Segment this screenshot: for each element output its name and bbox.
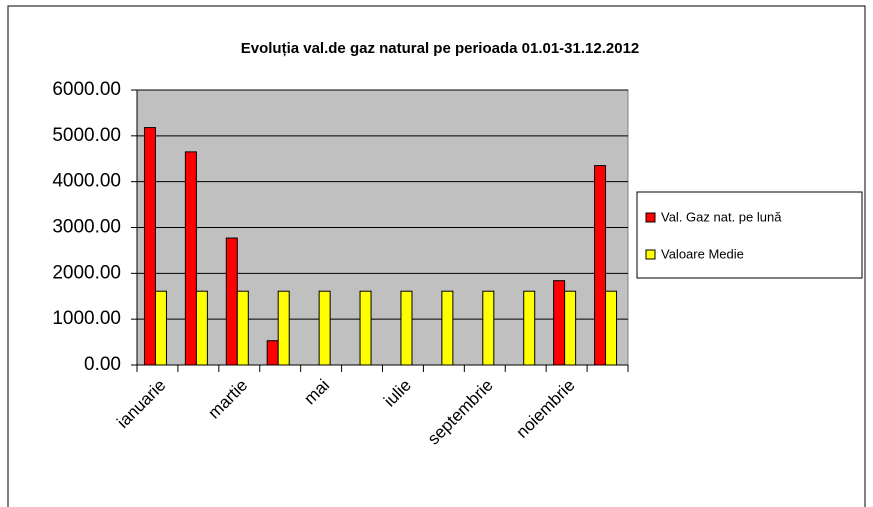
y-tick-label: 3000.00: [52, 217, 121, 238]
x-tick-label: martie: [204, 376, 251, 423]
y-tick-label: 5000.00: [52, 125, 121, 146]
bar: [482, 290, 495, 366]
chart-frame: [7, 5, 866, 507]
bar: [553, 280, 566, 366]
bar: [225, 237, 238, 366]
bar: [318, 290, 331, 366]
legend-label: Val. Gaz nat. pe lună: [661, 209, 782, 224]
bar: [564, 290, 577, 366]
legend-swatch: [645, 212, 656, 223]
legend-swatch: [645, 249, 656, 260]
bar: [359, 290, 372, 366]
y-tick-label: 1000.00: [52, 308, 121, 329]
bar: [605, 290, 618, 366]
chart-title: Evoluția val.de gaz natural pe perioada …: [241, 40, 640, 57]
legend-box: [636, 191, 863, 279]
bar: [143, 127, 156, 366]
x-tick-label: ianuarie: [113, 376, 169, 432]
bar: [400, 290, 413, 366]
bar: [236, 290, 249, 366]
y-tick-label: 0.00: [84, 354, 121, 375]
y-tick-label: 2000.00: [52, 262, 121, 283]
bar: [154, 290, 167, 366]
bar: [277, 290, 290, 366]
x-tick-label: iulie: [380, 376, 415, 411]
bar: [195, 290, 208, 366]
bar: [266, 340, 279, 366]
bar: [523, 290, 536, 366]
x-tick-label: noiembrie: [512, 376, 578, 442]
bar: [441, 290, 454, 366]
bar: [184, 151, 197, 366]
bar: [594, 165, 607, 366]
y-tick-label: 4000.00: [52, 171, 121, 192]
y-tick-label: 6000.00: [52, 79, 121, 100]
legend-label: Valoare Medie: [661, 246, 744, 261]
x-tick-label: septembrie: [424, 376, 497, 449]
x-tick-label: mai: [300, 376, 333, 409]
